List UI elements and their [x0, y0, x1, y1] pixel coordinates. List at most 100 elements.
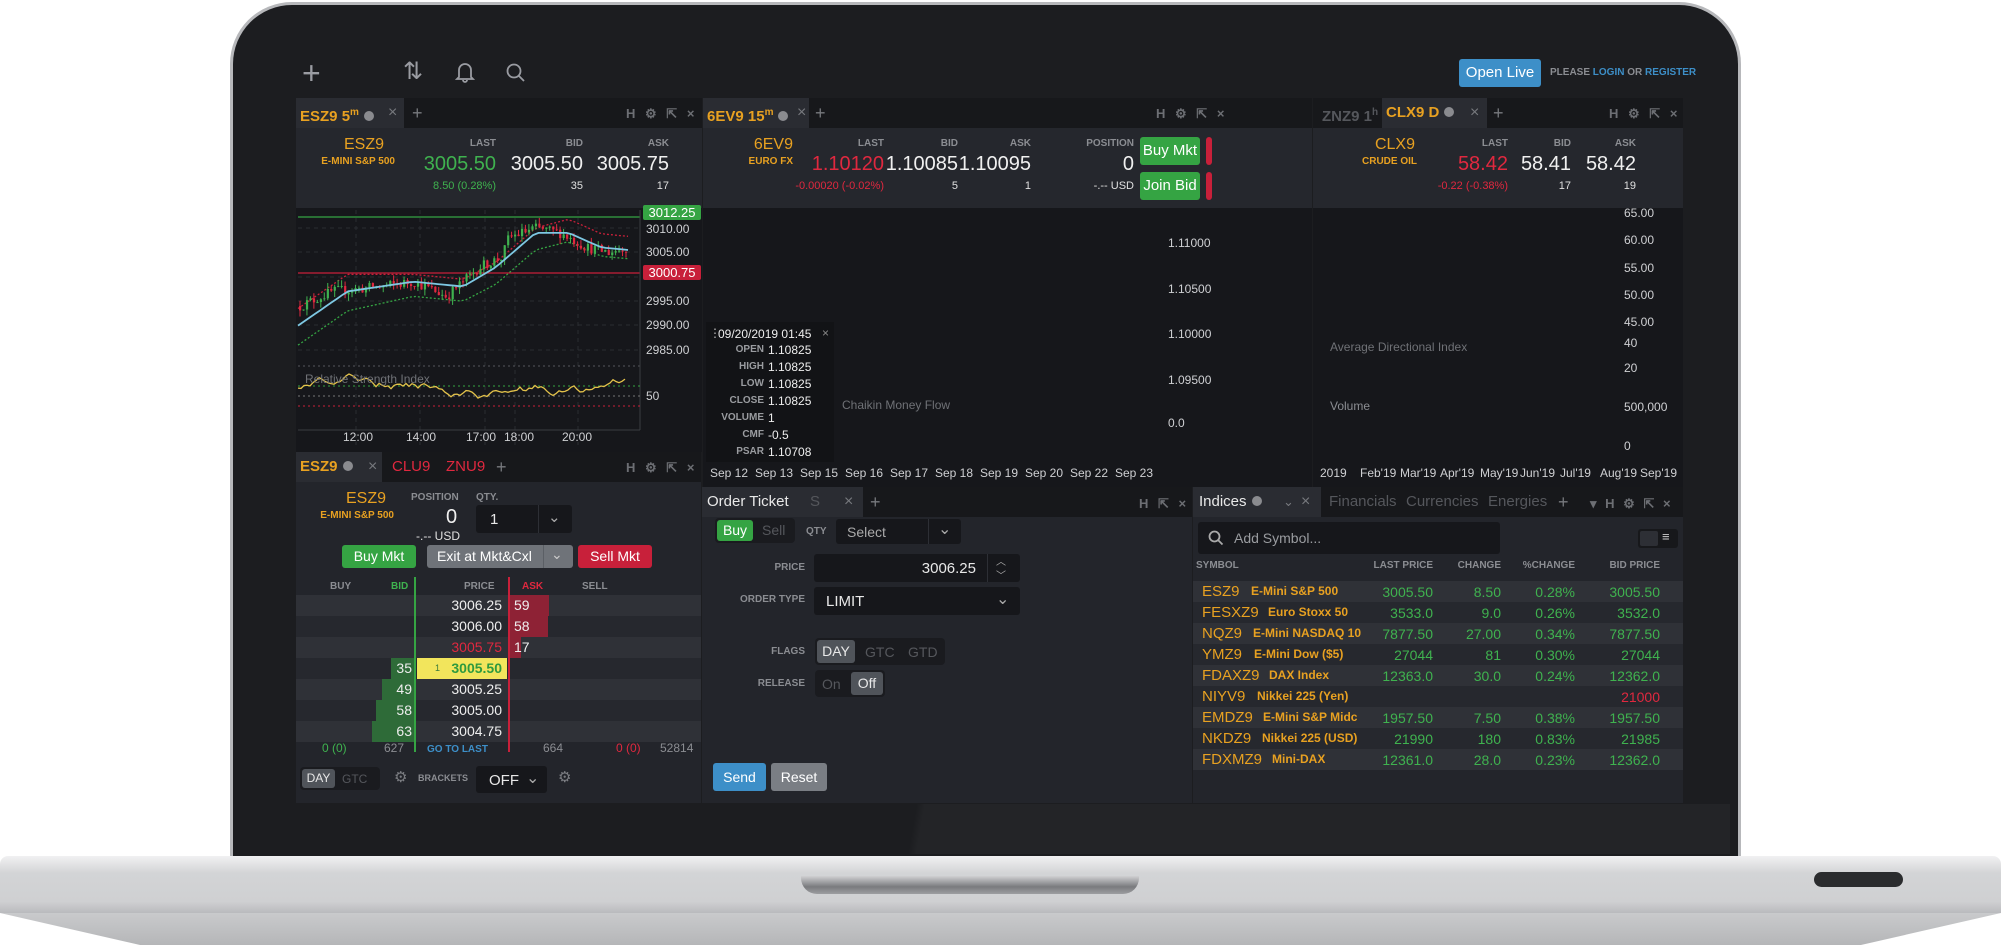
price-cell[interactable]: 3006.25 [417, 595, 507, 616]
open-live-button[interactable]: Open Live [1459, 59, 1541, 87]
dom-row[interactable]: 49 3005.25 [296, 679, 701, 700]
popout-icon[interactable]: ⇱ [1643, 496, 1655, 511]
chart1-area[interactable] [296, 208, 702, 452]
add-tab-icon[interactable]: + [870, 492, 881, 512]
close-icon[interactable]: × [1669, 106, 1678, 121]
gear-icon[interactable]: ⚙ [394, 769, 408, 786]
tab-indices[interactable]: Indices ⌄ × [1193, 487, 1321, 517]
increment-icon[interactable]: ︿ [996, 557, 1006, 568]
close-tab-icon[interactable]: × [368, 458, 378, 475]
add-tab-icon[interactable]: + [1493, 103, 1504, 123]
watchlist-row[interactable]: FDXMZ9 Mini-DAX 12361.0 28.0 0.23% 12362.0 [1193, 749, 1683, 770]
gear-icon[interactable]: ⚙ [645, 460, 657, 475]
add-tab-icon[interactable]: + [412, 103, 423, 123]
side-sell[interactable]: Sell [762, 522, 786, 538]
watchlist-row[interactable]: NKDZ9 Nikkei 225 (USD) 21990 180 0.83% 21985 [1193, 728, 1683, 749]
watchlist-row[interactable]: NQZ9 E-Mini NASDAQ 10 7877.50 27.00 0.34% 787… [1193, 623, 1683, 644]
watchlist-row[interactable]: ESZ9 E-Mini S&P 500 3005.50 8.50 0.28% 3005.5… [1193, 581, 1683, 602]
price-input[interactable]: 3006.25 ︿ ﹀ [814, 554, 1020, 582]
gear-icon[interactable]: ⚙ [645, 106, 657, 121]
add-tab-icon[interactable]: + [815, 103, 826, 123]
tab-znz9-1h[interactable]: ZNZ9 1h [1318, 98, 1380, 128]
dom-row[interactable]: 58 3006.00 [296, 616, 701, 637]
h-icon[interactable]: H [1609, 106, 1619, 121]
last-price-cell[interactable]: 1 3005.50 [417, 658, 507, 679]
grid-view-icon[interactable] [1640, 531, 1658, 546]
chart3-area[interactable] [1313, 208, 1683, 487]
watchlist-row[interactable]: EMDZ9 E-Mini S&P Midc 1957.50 7.50 0.38% 1957… [1193, 707, 1683, 728]
tab-dom-znu9[interactable]: ZNU9 [446, 458, 486, 475]
dom-row[interactable]: 63 3004.75 [296, 721, 701, 742]
search-icon[interactable] [505, 62, 527, 89]
view-toggle[interactable]: ≡ [1638, 529, 1678, 548]
close-icon[interactable]: × [686, 460, 695, 475]
add-symbol-input[interactable]: Add Symbol... [1198, 522, 1500, 554]
tab-dom-esz9[interactable]: ESZ9 × [296, 452, 382, 482]
brackets-select[interactable]: OFF ⌄ [476, 766, 547, 793]
popout-icon[interactable]: ⇱ [1158, 496, 1169, 511]
tab-dom-clu9[interactable]: CLU9 [392, 458, 431, 475]
tab-order-ticket[interactable]: Order Ticket S × [702, 487, 863, 517]
tab-currencies[interactable]: Currencies [1406, 493, 1479, 510]
tif-day[interactable]: DAY [302, 769, 335, 788]
flag-gtc[interactable]: GTC [865, 644, 895, 660]
order-type-select[interactable]: LIMIT ⌄ [814, 587, 1020, 615]
h-icon[interactable]: H [626, 106, 636, 121]
close-tab-icon[interactable]: × [1470, 104, 1480, 121]
list-view-icon[interactable]: ≡ [1662, 529, 1670, 544]
price-cell[interactable]: 3004.75 [417, 721, 507, 742]
tab-energies[interactable]: Energies [1488, 493, 1548, 510]
price-cell[interactable]: 3005.00 [417, 700, 507, 721]
register-link[interactable]: REGISTER [1645, 67, 1697, 78]
go-to-last-button[interactable]: GO TO LAST [427, 744, 488, 755]
caret-down-icon[interactable]: ▾ [1590, 496, 1597, 511]
close-icon[interactable]: × [1216, 106, 1225, 121]
tooltip-drag-icon[interactable]: ⋮ [709, 326, 721, 340]
buy-mkt-button[interactable]: Buy Mkt [1140, 137, 1200, 165]
tab-clx9-d[interactable]: CLX9 D × [1382, 98, 1487, 128]
sell-mkt-button[interactable] [1206, 137, 1212, 165]
join-bid-button[interactable]: Join Bid [1140, 172, 1200, 200]
tab-6ev9-15m[interactable]: 6EV9 15m × [703, 98, 809, 128]
tif-gtc[interactable]: GTC [342, 772, 368, 786]
send-button[interactable]: Send [713, 763, 766, 791]
add-tab-icon[interactable]: + [1558, 492, 1569, 512]
gear-icon[interactable]: ⚙ [558, 769, 572, 786]
flags-toggle[interactable]: DAY GTC GTD [815, 638, 945, 665]
watchlist-row[interactable]: NIYV9 Nikkei 225 (Yen) 21000 [1193, 686, 1683, 707]
close-tab-icon[interactable]: × [797, 104, 807, 121]
dom-row[interactable]: 59 3006.25 [296, 595, 701, 616]
qty-select[interactable]: Select ⌄ [836, 519, 961, 544]
close-tab-icon[interactable]: × [844, 493, 854, 510]
price-cell[interactable]: 3005.75 [417, 637, 507, 658]
gear-icon[interactable]: ⚙ [1175, 106, 1187, 121]
gear-icon[interactable]: ⚙ [1628, 106, 1640, 121]
tooltip-close-icon[interactable]: × [822, 326, 830, 340]
h-icon[interactable]: H [1139, 496, 1149, 511]
side-buy[interactable]: Buy [717, 520, 753, 541]
close-tab-icon[interactable]: × [1301, 493, 1311, 510]
bell-icon[interactable] [454, 60, 476, 89]
tab-esz9-5m[interactable]: ESZ9 5m × [296, 98, 404, 128]
release-off[interactable]: Off [851, 672, 883, 695]
decrement-icon[interactable]: ﹀ [996, 571, 1006, 582]
reset-button[interactable]: Reset [771, 763, 827, 791]
popout-icon[interactable]: ⇱ [1196, 106, 1208, 121]
popout-icon[interactable]: ⇱ [1649, 106, 1661, 121]
tab-financials[interactable]: Financials [1329, 493, 1397, 510]
buy-mkt-button[interactable]: Buy Mkt [342, 545, 416, 568]
price-cell[interactable]: 3005.25 [417, 679, 507, 700]
close-icon[interactable]: × [1662, 496, 1671, 511]
chevron-down-icon[interactable]: ⌄ [1283, 494, 1294, 509]
popout-icon[interactable]: ⇱ [666, 106, 678, 121]
plus-icon[interactable]: + [302, 55, 321, 91]
h-icon[interactable]: H [626, 460, 636, 475]
flag-day[interactable]: DAY [817, 640, 855, 663]
side-toggle[interactable]: Buy Sell [715, 518, 795, 543]
login-link[interactable]: LOGIN [1592, 67, 1625, 78]
close-tab-icon[interactable]: × [388, 104, 398, 121]
tif-toggle[interactable]: DAY GTC [300, 767, 380, 790]
dom-row[interactable]: 17 3005.75 [296, 637, 701, 658]
close-icon[interactable]: × [686, 106, 695, 121]
dom-row[interactable]: 35 1 3005.50 [296, 658, 701, 679]
